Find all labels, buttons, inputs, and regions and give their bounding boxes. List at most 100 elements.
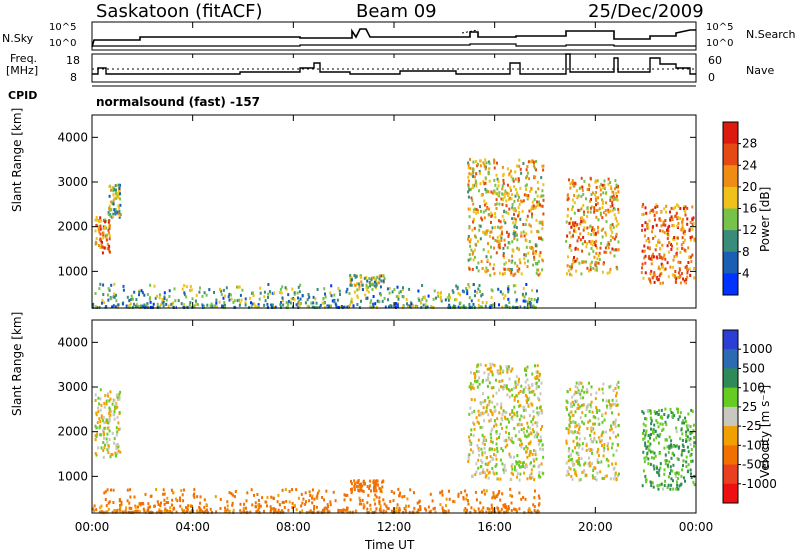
heat-cell [664,257,667,261]
heat-cell [482,400,485,404]
heat-cell [125,506,128,510]
heat-cell [441,489,444,493]
heat-cell [598,251,601,255]
heat-cell [519,186,522,190]
heat-cell [473,372,476,376]
heat-cell [531,423,534,427]
heat-cell [508,259,511,263]
heat-cell [489,273,492,277]
heat-cell [233,299,236,303]
heat-cell [117,195,120,199]
heat-cell [577,236,580,240]
heat-cell [670,247,673,251]
heat-cell [693,239,696,243]
heat-cell [170,488,173,492]
heat-cell [647,462,650,466]
heat-cell [130,506,133,510]
heat-cell [472,250,475,254]
heat-cell [510,268,513,272]
heat-cell [538,378,541,382]
heat-cell [180,302,183,306]
heat-cell [496,370,499,374]
heat-cell [183,293,186,297]
heat-cell [263,295,266,299]
heat-cell [506,443,509,447]
heat-cell [614,187,617,191]
heat-cell [484,187,487,191]
heat-cell [284,286,287,290]
heat-cell [350,283,353,287]
heat-cell [472,217,475,221]
heat-cell [480,413,482,417]
heat-cell [119,203,122,207]
heat-cell [597,208,600,212]
heat-cell [526,303,529,307]
heat-cell [659,422,662,426]
heat-cell [643,256,646,260]
heat-cell [487,461,490,465]
heat-cell [664,267,667,271]
heat-cell [388,305,390,309]
heat-cell [112,193,115,197]
heat-cell [372,295,375,298]
heat-cell [682,459,685,463]
heat-cell [652,225,654,229]
heat-cell [301,509,304,513]
heat-cell [501,449,504,453]
heat-cell [643,249,646,253]
heat-cell [346,508,349,512]
heat-cell [214,304,217,308]
heat-cell [318,489,321,493]
heat-cell [641,213,644,216]
heat-cell [574,230,577,233]
heat-cell [239,293,242,297]
heat-cell [610,427,613,431]
heat-cell [369,284,372,288]
heat-cell [253,493,255,497]
heat-cell [474,182,477,186]
heat-cell [379,285,382,289]
heat-cell [369,503,372,507]
heat-cell [576,441,579,445]
heat-cell [570,235,573,239]
heat-cell [666,465,669,469]
heat-cell [510,471,513,475]
heat-cell [529,473,532,477]
heat-cell [602,201,604,205]
heat-cell [177,299,180,303]
heat-cell [444,298,447,302]
heat-cell [102,455,105,459]
heat-cell [503,262,506,266]
heat-cell [113,399,116,403]
heat-cell [657,413,660,416]
heat-cell [113,282,116,286]
heat-cell [529,305,532,309]
heat-cell [311,488,314,492]
heat-cell [520,428,523,432]
heat-cell [469,244,472,248]
heat-cell [380,274,383,278]
heat-cell [477,298,480,302]
heat-cell [353,485,356,489]
heat-cell [360,502,362,506]
heat-cell [660,408,663,412]
heat-cell [539,439,542,443]
heat-cell [175,510,178,514]
heat-cell [648,444,651,448]
heat-cell [602,382,605,386]
heat-cell [588,188,590,191]
heat-cell [585,406,588,410]
heat-cell [569,453,572,457]
heat-cell [607,182,610,186]
heat-cell [263,303,266,307]
heat-cell [514,290,517,294]
heat-cell [522,286,525,290]
heat-cell [504,294,507,298]
heat-cell [224,305,227,309]
heat-cell [513,207,516,211]
heat-cell [481,460,484,464]
heat-cell [381,485,384,489]
heat-cell [540,427,542,431]
heat-cell [166,496,169,500]
heat-cell [592,230,595,234]
